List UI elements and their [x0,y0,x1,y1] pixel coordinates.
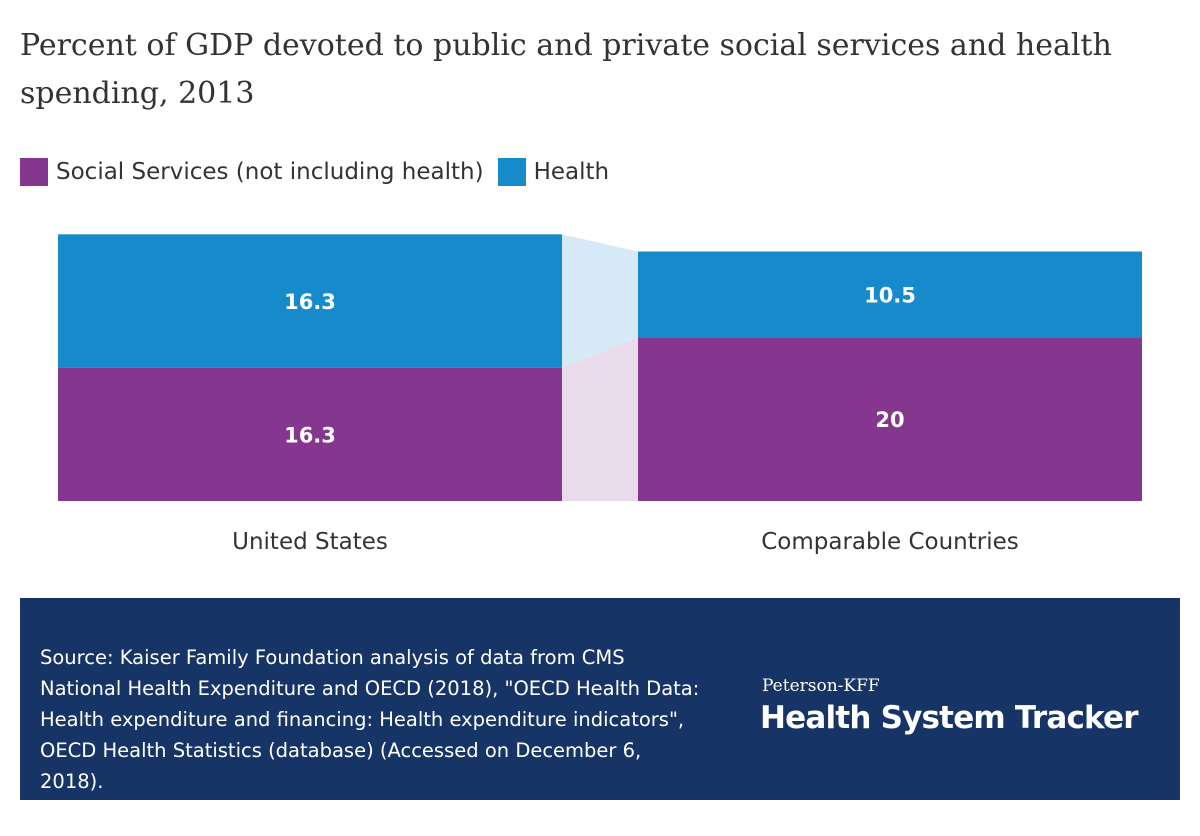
connector-health [562,234,638,368]
brand-subtitle: Peterson-KFF [762,676,880,696]
bar-segment-health-1[interactable] [638,251,1142,338]
connector-social [562,337,638,501]
data-label-health-1: 10.5 [864,283,916,307]
legend-swatch-social-services [20,158,48,186]
legend-item-health[interactable]: Health [497,158,610,186]
data-label-social-1: 20 [875,408,904,432]
legend-item-social-services[interactable]: Social Services (not including health) [20,158,484,186]
bar-segment-social-0[interactable] [58,367,562,501]
legend-label-health: Health [533,159,610,185]
brand-logo-text[interactable]: Health System Tracker [760,700,1139,736]
legend: Social Services (not including health) H… [20,158,623,186]
legend-label-social-services: Social Services (not including health) [56,159,484,185]
category-label-1: Comparable Countries [761,529,1019,555]
data-label-social-0: 16.3 [284,423,336,447]
bar-segment-social-1[interactable] [638,337,1142,501]
chart-title: Percent of GDP devoted to public and pri… [20,28,1112,111]
data-label-health-0: 16.3 [284,290,336,314]
category-label-0: United States [232,529,388,555]
bar-segment-health-0[interactable] [58,234,562,368]
stacked-bar-chart: 16.3 16.3 United States 20 10.5 Comparable Co… [58,234,1142,555]
source-note: Source: Kaiser Family Foundation analysi… [40,646,700,793]
legend-swatch-health [497,158,526,186]
footer: Source: Kaiser Family Foundation analysi… [20,598,1180,800]
